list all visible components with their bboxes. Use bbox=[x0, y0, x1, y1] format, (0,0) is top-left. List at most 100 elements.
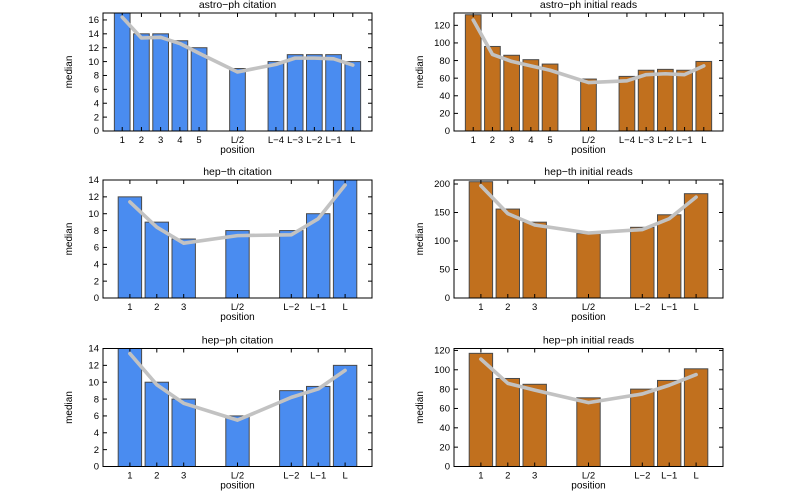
y-axis-label: median bbox=[64, 56, 75, 89]
trend-line bbox=[479, 183, 698, 235]
trend-line bbox=[120, 15, 355, 74]
y-tick-label: 10 bbox=[88, 377, 99, 388]
bar bbox=[325, 54, 342, 132]
x-tick-label: 2 bbox=[139, 135, 144, 146]
y-tick-label: 12 bbox=[88, 192, 99, 203]
x-tick-label: L−4 bbox=[268, 135, 284, 146]
x-tick-label: L−2 bbox=[634, 302, 650, 313]
x-tick-label: L−4 bbox=[619, 135, 635, 146]
x-tick-label: L/2 bbox=[231, 135, 244, 146]
bar bbox=[344, 61, 362, 132]
trend-line bbox=[128, 183, 347, 246]
bar bbox=[484, 45, 501, 132]
y-tick-label: 14 bbox=[88, 29, 99, 40]
bar bbox=[576, 233, 601, 299]
bar bbox=[113, 12, 131, 132]
bar bbox=[657, 214, 682, 299]
y-tick-label: 100 bbox=[434, 365, 450, 376]
bar bbox=[495, 208, 521, 299]
bar bbox=[286, 54, 304, 132]
bar bbox=[171, 238, 196, 299]
chart-title: hep−ph citation bbox=[202, 335, 274, 347]
x-tick-label: L/2 bbox=[582, 302, 595, 313]
x-tick-label: 2 bbox=[154, 302, 159, 313]
y-tick-label: 20 bbox=[439, 442, 450, 453]
y-tick-label: 2 bbox=[94, 276, 99, 287]
y-tick-label: 6 bbox=[94, 243, 99, 254]
x-tick-label: 1 bbox=[127, 302, 132, 313]
y-tick-label: 150 bbox=[434, 208, 450, 219]
x-tick-label: L−1 bbox=[661, 302, 677, 313]
chart-title: astro−ph initial reads bbox=[540, 0, 637, 11]
x-tick-label: L−2 bbox=[634, 471, 650, 482]
bar bbox=[190, 47, 208, 132]
y-tick-label: 2 bbox=[94, 445, 99, 456]
y-tick-label: 40 bbox=[439, 91, 450, 102]
y-tick-label: 100 bbox=[434, 38, 450, 49]
bar bbox=[306, 385, 331, 467]
x-tick-label: 3 bbox=[532, 302, 537, 313]
chart-title: hep−ph initial reads bbox=[543, 335, 634, 347]
bar bbox=[332, 364, 358, 467]
bar bbox=[683, 193, 709, 299]
bar bbox=[541, 63, 559, 132]
bar bbox=[503, 54, 521, 132]
chart-title: hep−th initial reads bbox=[544, 166, 632, 178]
x-tick-label: 2 bbox=[154, 471, 159, 482]
x-tick-label: 5 bbox=[196, 135, 201, 146]
trend-line bbox=[128, 351, 347, 422]
x-axis-label: position bbox=[571, 312, 605, 323]
x-tick-label: L−2 bbox=[306, 135, 322, 146]
bar bbox=[618, 75, 636, 132]
bar bbox=[225, 230, 250, 299]
y-tick-label: 20 bbox=[439, 109, 450, 120]
x-tick-label: 2 bbox=[505, 471, 510, 482]
x-tick-label: 5 bbox=[547, 135, 552, 146]
bar bbox=[152, 33, 169, 132]
y-tick-label: 0 bbox=[445, 293, 450, 304]
trend-line bbox=[471, 18, 706, 85]
x-axis-label: position bbox=[571, 145, 605, 156]
bar bbox=[630, 388, 655, 467]
x-tick-label: L−1 bbox=[661, 471, 677, 482]
x-tick-label: 3 bbox=[181, 471, 186, 482]
chart-title: astro−ph citation bbox=[199, 0, 277, 11]
y-tick-label: 14 bbox=[88, 175, 99, 186]
x-tick-label: L−1 bbox=[326, 135, 342, 146]
x-tick-label: L/2 bbox=[231, 302, 244, 313]
x-axis-label: position bbox=[220, 145, 254, 156]
y-tick-label: 4 bbox=[94, 259, 99, 270]
y-axis-label: median bbox=[64, 223, 75, 256]
x-tick-label: 1 bbox=[471, 135, 476, 146]
y-tick-label: 8 bbox=[94, 226, 99, 237]
x-tick-label: L−2 bbox=[657, 135, 673, 146]
bar bbox=[306, 213, 331, 299]
bar bbox=[637, 69, 655, 132]
x-tick-label: L−1 bbox=[310, 471, 326, 482]
x-tick-label: L/2 bbox=[582, 135, 595, 146]
x-tick-label: L bbox=[693, 471, 698, 482]
y-tick-label: 0 bbox=[94, 126, 99, 137]
bar bbox=[267, 61, 285, 132]
y-tick-label: 6 bbox=[94, 85, 99, 96]
y-axis-label: median bbox=[64, 391, 75, 424]
y-tick-label: 2 bbox=[94, 112, 99, 123]
y-tick-label: 10 bbox=[88, 209, 99, 220]
y-tick-label: 80 bbox=[439, 384, 450, 395]
y-tick-label: 80 bbox=[439, 56, 450, 67]
y-axis-label: median bbox=[415, 391, 426, 424]
y-tick-label: 200 bbox=[434, 179, 450, 190]
bar bbox=[468, 352, 494, 467]
x-tick-label: L−3 bbox=[638, 135, 654, 146]
bar bbox=[171, 398, 196, 468]
y-axis-label: median bbox=[415, 223, 426, 256]
x-tick-label: 3 bbox=[158, 135, 163, 146]
x-tick-label: L−2 bbox=[283, 302, 299, 313]
bar bbox=[495, 377, 521, 468]
bar bbox=[522, 221, 547, 299]
